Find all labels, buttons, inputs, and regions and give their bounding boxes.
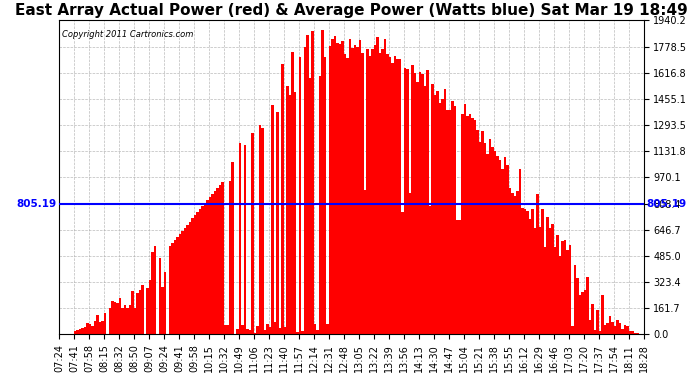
Text: 805.19: 805.19 xyxy=(17,199,57,209)
Text: 805.19: 805.19 xyxy=(646,199,686,209)
Text: Copyright 2011 Cartronics.com: Copyright 2011 Cartronics.com xyxy=(62,30,193,39)
Title: East Array Actual Power (red) & Average Power (Watts blue) Sat Mar 19 18:49: East Array Actual Power (red) & Average … xyxy=(15,3,688,18)
